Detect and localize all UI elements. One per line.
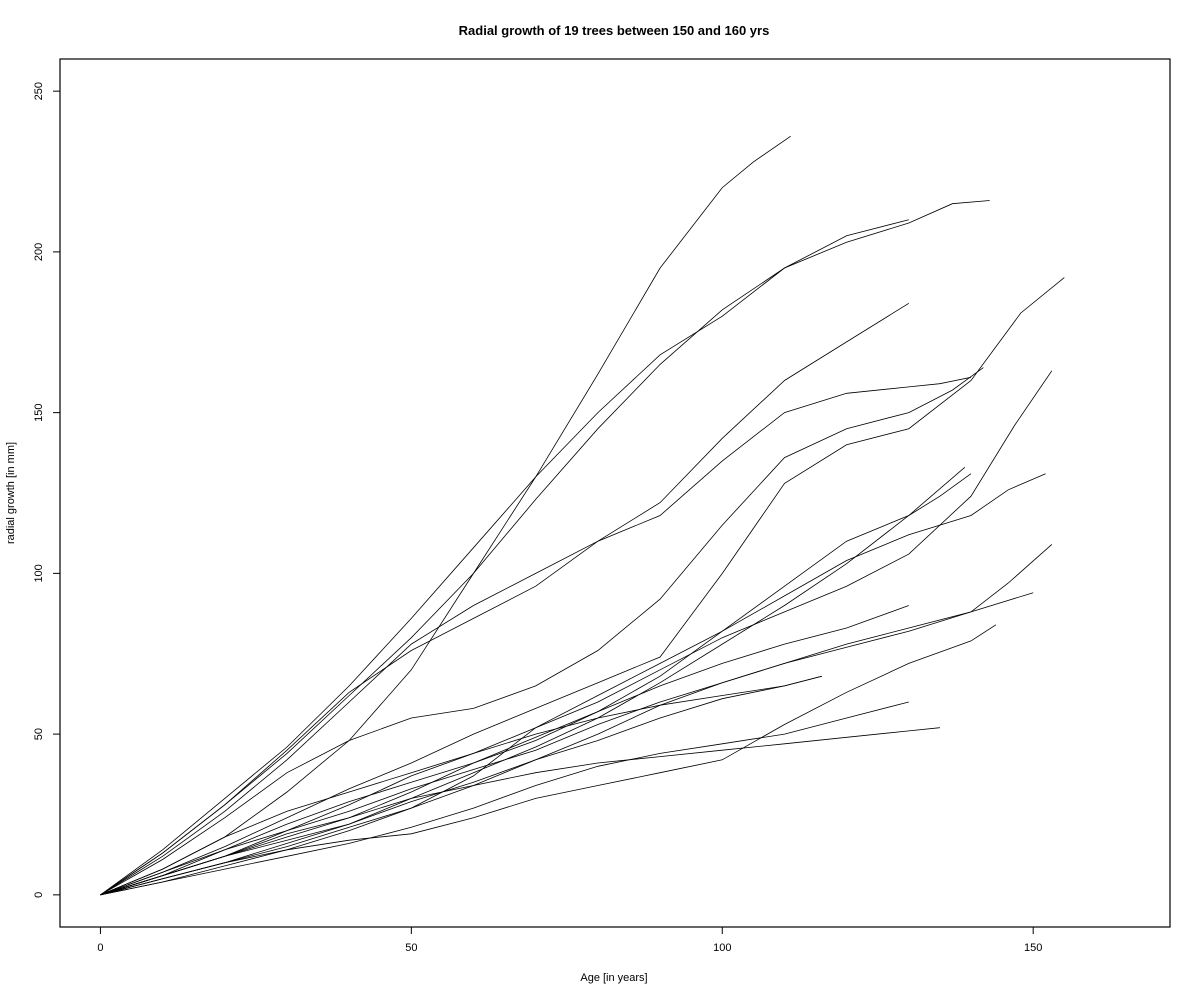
series-line-14 [100,605,909,896]
series-line-5 [100,376,972,896]
y-tick-label: 100 [33,564,45,582]
series-line-8 [100,370,1053,896]
series-line-13 [100,592,1034,896]
y-tick-label: 0 [33,892,45,898]
series-line-12 [100,544,1053,896]
y-tick-label: 200 [33,243,45,261]
series-line-15 [100,675,822,896]
series-line-11 [100,466,966,896]
y-tick-label: 150 [33,403,45,421]
x-tick-label: 0 [97,942,103,954]
x-tick-label: 150 [1024,942,1042,954]
series-line-10 [100,473,972,896]
series-line-7 [100,277,1065,896]
series-line-4 [100,302,910,896]
series-group [100,135,1065,896]
series-line-17 [100,701,909,896]
x-tick-label: 100 [713,942,731,954]
series-line-9 [100,473,1046,896]
series-line-18 [100,727,940,896]
x-tick-label: 50 [405,942,417,954]
series-line-2 [100,200,990,896]
x-axis: 0 50 100 150 [97,926,1042,954]
series-line-16 [100,624,997,896]
x-axis-label: Age [in years] [580,972,647,984]
chart-title: Radial growth of 19 trees between 150 an… [459,23,770,38]
series-line-6 [100,367,984,896]
series-line-19 [100,675,822,896]
y-axis-label: radial growth [in mm] [5,442,17,544]
series-line-3 [100,219,909,896]
y-axis: 0 50 100 150 200 250 [33,82,61,898]
y-tick-label: 250 [33,82,45,100]
y-tick-label: 50 [33,728,45,740]
series-line-1 [100,135,791,896]
